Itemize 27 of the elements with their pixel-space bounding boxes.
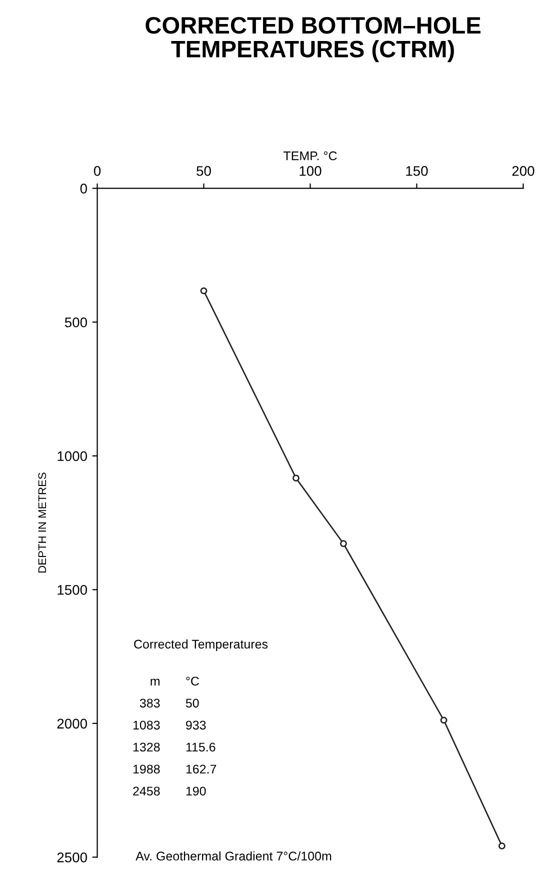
text: m °C [150,676,199,686]
annotation: Av. Geothermal Gradient 7°C/100m [136,851,332,861]
x-tick-label: 200 [512,166,534,176]
x-tick-label: 150 [406,166,428,176]
text: 2458 190 [133,786,206,796]
x-tick-label: 0 [94,166,101,176]
chart-title: CORRECTED BOTTOM–HOLE TEMPERATURES (CTRM) [146,17,480,62]
text: 1083 933 [133,720,206,730]
point [340,540,347,548]
x-axis-title: TEMP. °C [283,151,337,160]
y-tick-label: 1500 [58,584,88,595]
y-tick-label: 0 [80,184,87,194]
text: 383 50 [140,698,199,708]
point [498,842,506,850]
y-axis-title: DEPTH IN METRES [38,472,46,572]
point [200,287,208,294]
text: 1328 115.6 [133,742,216,752]
y-tick-label: 2000 [57,718,88,729]
text: 1988 162.7 [133,764,216,774]
point [440,716,448,724]
y-tick-label: 500 [64,317,88,328]
annotation: Corrected Temperatures [134,639,268,652]
x-tick-label: 100 [300,166,322,176]
y-tick-label: 2500 [57,852,88,862]
y-tick-label: 1000 [58,451,88,462]
point [292,474,300,482]
x-tick-label: 50 [196,166,211,176]
